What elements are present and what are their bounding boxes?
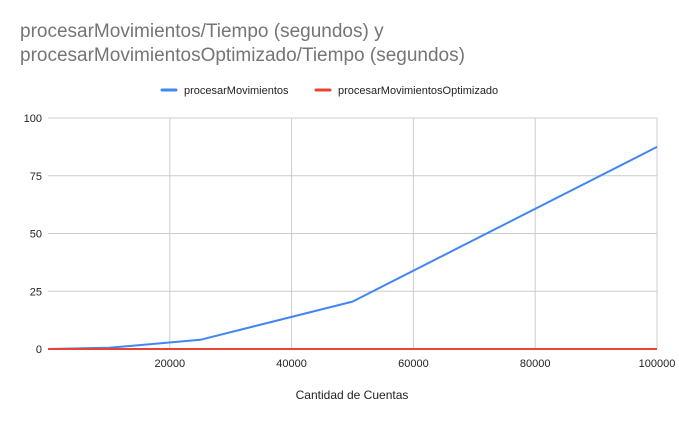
x-tick-label: 60000 [398,358,429,370]
chart-title-line-2: procesarMovimientosOptimizado/Tiempo (se… [20,45,465,66]
y-tick-label: 0 [36,344,42,356]
legend-label: procesarMovimientosOptimizado [338,85,498,97]
chart-title-line-1: procesarMovimientos/Tiempo (segundos) y [20,21,384,42]
legend-label: procesarMovimientos [184,85,289,97]
x-axis-title: Cantidad de Cuentas [296,388,409,402]
chart-title: procesarMovimientos/Tiempo (segundos) y … [20,20,660,68]
gridlines [48,117,658,350]
x-tick-label: 40000 [276,358,307,370]
x-tick-label: 20000 [155,358,186,370]
x-tick-label: 80000 [520,358,551,370]
y-tick-label: 50 [30,229,42,241]
x-axis-ticks: 20000 40000 60000 80000 100000 [155,358,676,370]
y-tick-label: 100 [24,113,42,125]
y-tick-label: 25 [30,286,42,298]
x-tick-label: 100000 [639,358,676,370]
series-lines [47,146,658,350]
legend: procesarMovimientos procesarMovimientosOp… [160,85,498,97]
y-axis-ticks: 0 25 50 75 100 [24,113,42,356]
y-tick-label: 75 [30,171,42,183]
series-line-procesarMovimientos [47,146,658,350]
